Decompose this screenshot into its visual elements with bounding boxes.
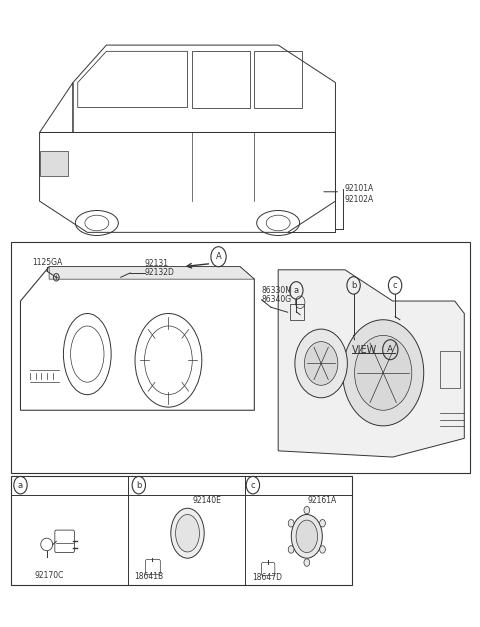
Text: 18647D: 18647D xyxy=(252,573,283,582)
Ellipse shape xyxy=(304,559,310,566)
Ellipse shape xyxy=(320,545,325,553)
Text: c: c xyxy=(393,281,397,290)
Text: A: A xyxy=(216,252,221,261)
Text: A: A xyxy=(387,345,394,354)
Circle shape xyxy=(304,342,338,385)
Ellipse shape xyxy=(296,520,318,552)
Text: 86340G: 86340G xyxy=(262,295,292,304)
Text: 1125GA: 1125GA xyxy=(33,258,63,266)
Text: 92140E: 92140E xyxy=(192,496,221,505)
Text: 92161A: 92161A xyxy=(308,496,336,505)
Text: 18641B: 18641B xyxy=(134,572,163,581)
Bar xyxy=(11,476,352,585)
Circle shape xyxy=(343,320,424,426)
Text: a: a xyxy=(294,286,299,295)
Polygon shape xyxy=(278,270,464,457)
Text: b: b xyxy=(136,481,142,490)
Circle shape xyxy=(355,335,412,410)
Text: 86330M: 86330M xyxy=(262,286,292,295)
Text: a: a xyxy=(18,481,23,490)
Polygon shape xyxy=(49,266,254,279)
Ellipse shape xyxy=(171,508,204,558)
Text: 92170C: 92170C xyxy=(35,571,64,580)
Text: 92101A: 92101A xyxy=(345,184,374,193)
Text: 92132D: 92132D xyxy=(144,268,174,277)
Text: b: b xyxy=(351,281,356,290)
Ellipse shape xyxy=(291,515,323,558)
Ellipse shape xyxy=(288,545,294,553)
Text: 92131: 92131 xyxy=(144,259,168,268)
Text: VIEW: VIEW xyxy=(352,345,377,355)
Ellipse shape xyxy=(304,507,310,514)
Bar xyxy=(441,351,459,388)
Polygon shape xyxy=(39,151,68,176)
Text: c: c xyxy=(251,481,255,490)
Ellipse shape xyxy=(288,520,294,527)
Text: 92102A: 92102A xyxy=(345,196,374,204)
Ellipse shape xyxy=(176,515,199,552)
Circle shape xyxy=(295,329,348,398)
Ellipse shape xyxy=(320,520,325,527)
Bar xyxy=(290,304,304,320)
Bar xyxy=(11,242,470,473)
